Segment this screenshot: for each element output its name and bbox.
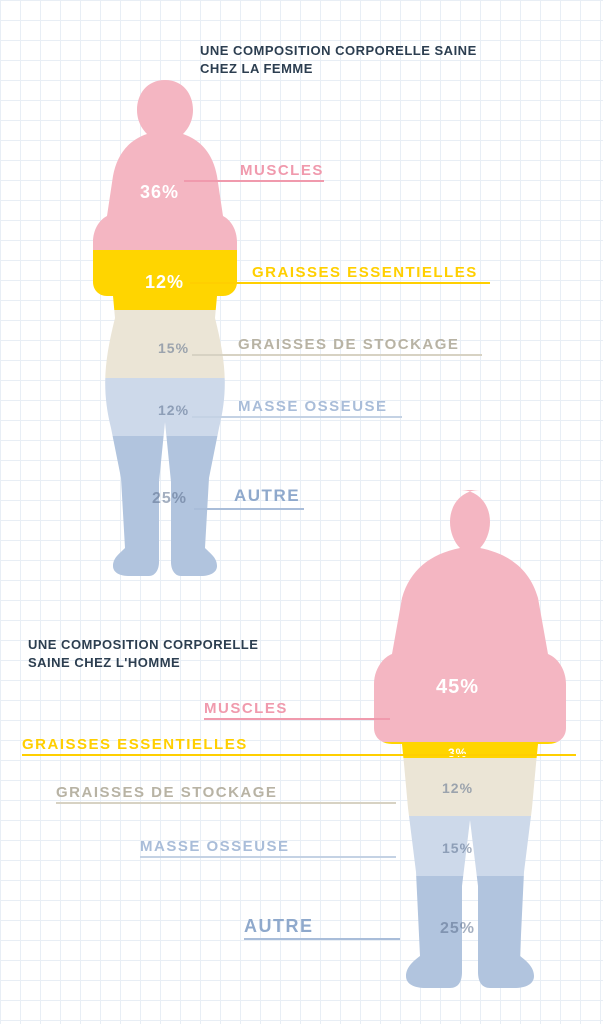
male-pct-bone: 15%	[442, 840, 473, 856]
male-label-other: AUTRE	[244, 916, 314, 937]
female-pct-storage: 15%	[158, 340, 189, 356]
underline	[190, 282, 490, 284]
male-label-storage: GRAISSES DE STOCKAGE	[56, 784, 277, 801]
male-pct-other: 25%	[440, 920, 475, 938]
underline	[192, 416, 402, 418]
female-seg-other	[60, 436, 270, 600]
underline	[56, 802, 396, 804]
female-title: UNE COMPOSITION CORPORELLE SAINE CHEZ LA…	[200, 42, 560, 77]
male-title: UNE COMPOSITION CORPORELLE SAINE CHEZ L'…	[28, 636, 328, 671]
female-pct-bone: 12%	[158, 402, 189, 418]
male-pct-storage: 12%	[442, 780, 473, 796]
female-pct-essential: 12%	[145, 272, 184, 293]
underline	[184, 180, 324, 182]
male-seg-muscles	[330, 490, 590, 742]
underline	[204, 718, 390, 720]
underline	[22, 754, 576, 756]
female-title-line2: CHEZ LA FEMME	[200, 61, 313, 76]
female-label-muscles: MUSCLES	[240, 162, 324, 179]
female-label-other: AUTRE	[234, 486, 300, 506]
infographic-canvas: UNE COMPOSITION CORPORELLE SAINE CHEZ LA…	[0, 0, 603, 1024]
male-label-muscles: MUSCLES	[204, 700, 288, 717]
female-label-essential: GRAISSES ESSENTIELLES	[252, 264, 478, 281]
underline	[192, 354, 482, 356]
underline	[140, 856, 396, 858]
female-seg-muscles	[60, 80, 270, 250]
male-title-line2: SAINE CHEZ L'HOMME	[28, 655, 180, 670]
male-pct-muscles: 45%	[436, 676, 479, 699]
underline	[244, 938, 400, 940]
female-label-storage: GRAISSES DE STOCKAGE	[238, 336, 459, 353]
male-label-bone: MASSE OSSEUSE	[140, 838, 290, 855]
underline	[194, 508, 304, 510]
female-title-line1: UNE COMPOSITION CORPORELLE SAINE	[200, 43, 477, 58]
female-label-bone: MASSE OSSEUSE	[238, 398, 388, 415]
male-label-essential: GRAISSES ESSENTIELLES	[22, 736, 248, 753]
female-pct-muscles: 36%	[140, 182, 179, 203]
male-title-line1: UNE COMPOSITION CORPORELLE	[28, 637, 258, 652]
male-seg-other	[330, 876, 590, 1020]
male-pct-essential: 3%	[448, 746, 467, 760]
female-pct-other: 25%	[152, 490, 187, 508]
